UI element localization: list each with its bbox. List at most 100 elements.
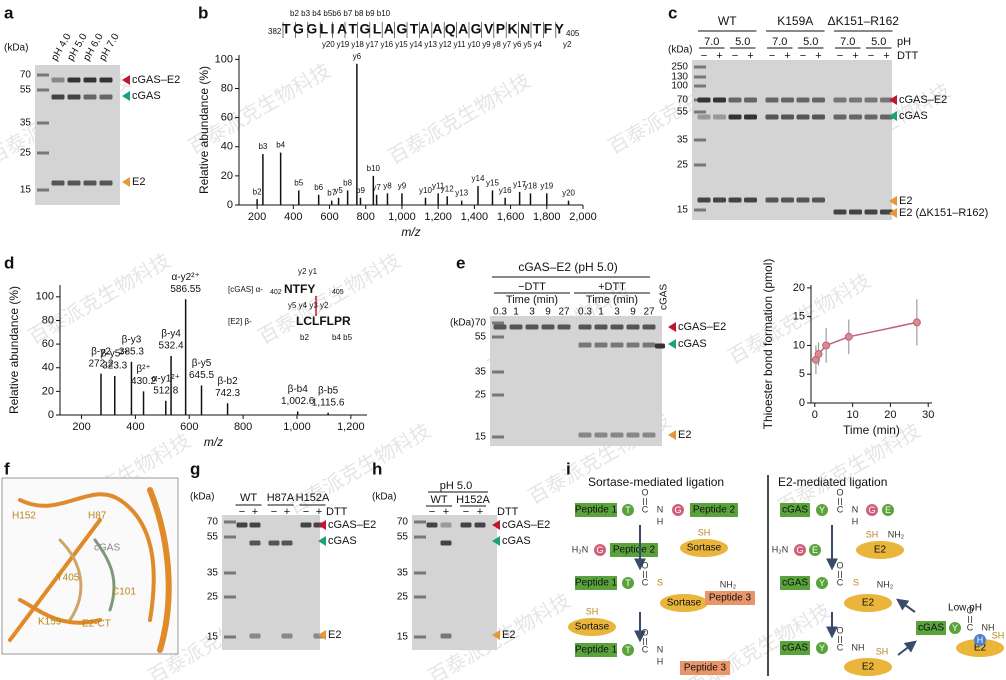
domain-box: [780, 503, 810, 517]
band: [493, 324, 507, 330]
peak-mz: 385.3: [119, 346, 144, 357]
band: [744, 197, 757, 203]
x-axis-label: m/z: [204, 435, 223, 449]
gel: [490, 316, 662, 446]
atom-label: N: [657, 504, 664, 514]
condition-label: +DTT: [598, 281, 626, 293]
marker-label: 15: [475, 432, 487, 443]
peak-mz: 1,002.6: [281, 396, 315, 407]
peak-label: β-y5²⁺: [101, 349, 129, 360]
band: [426, 522, 438, 528]
point: [912, 318, 921, 327]
peak-label: b2: [253, 187, 262, 196]
marker-label: 25: [20, 148, 32, 159]
panel-letter: c: [668, 3, 677, 22]
group-label: ΔK151–R162: [828, 14, 900, 28]
residue-letter: T: [625, 578, 631, 588]
band: [594, 432, 608, 438]
residue: [809, 544, 821, 556]
band-arrow: [668, 322, 676, 332]
ladder-band: [414, 595, 426, 599]
peak-label: y9: [398, 181, 407, 190]
marker-label: 55: [397, 532, 409, 543]
peak-label: β²⁺: [136, 364, 150, 375]
band: [765, 97, 779, 103]
ph-label: pH 5.0: [440, 480, 472, 492]
band: [541, 324, 555, 330]
peak-mz: 1,115.6: [312, 397, 345, 408]
band: [796, 97, 810, 103]
marker-label: 35: [207, 568, 219, 579]
residue-label: cGAS: [94, 543, 120, 554]
y-tick-label: 20: [793, 282, 805, 294]
ladder-band: [37, 188, 49, 192]
x-tick-label: 1,200: [337, 421, 365, 433]
kda-label: (kDa): [668, 45, 692, 56]
ladder-band: [492, 393, 504, 397]
domain-box: [705, 591, 755, 605]
band-label: cGAS–E2: [678, 321, 726, 333]
peak-label: y19: [540, 181, 553, 190]
band: [610, 432, 624, 438]
dtt-sign: +: [477, 506, 483, 518]
peak-label: b7: [327, 189, 336, 198]
band-arrow: [889, 196, 897, 206]
residue-label: C101: [112, 587, 136, 598]
ladder-band: [694, 65, 706, 69]
group-label: WT: [718, 14, 737, 28]
point: [814, 350, 823, 359]
atom-label: H: [852, 516, 859, 526]
peak-label: y11: [432, 181, 445, 190]
ladder-band: [414, 535, 426, 539]
band: [99, 94, 113, 100]
band: [51, 94, 65, 100]
band-label: E2: [132, 176, 145, 188]
x-tick-label: 1,200: [424, 211, 452, 223]
ladder-band: [694, 110, 706, 114]
atom-label: H: [657, 516, 664, 526]
peak-label: y8: [383, 181, 392, 190]
atom-label: O: [966, 605, 973, 615]
enzyme-label: E2: [874, 545, 887, 556]
marker-label: 70: [475, 318, 487, 329]
panel-letter: b: [198, 3, 208, 22]
domain-label: Peptide 2: [693, 505, 736, 516]
x-tick-label: 400: [126, 421, 144, 433]
band: [744, 114, 757, 120]
atom-label: S: [853, 577, 859, 587]
peak-label: β-b5: [318, 385, 339, 396]
band: [249, 633, 261, 639]
gel: [412, 515, 497, 650]
band: [557, 324, 571, 330]
residue-letter: H: [977, 635, 984, 645]
domain-label: cGAS: [918, 623, 944, 634]
domain-label: cGAS: [782, 578, 808, 589]
time-value: 9: [545, 307, 551, 318]
marker-label: 35: [397, 568, 409, 579]
band-label: cGAS: [502, 535, 531, 547]
band: [236, 522, 248, 528]
residue-number: 405: [332, 289, 344, 296]
band: [83, 94, 97, 100]
x-tick-label: 400: [284, 211, 302, 223]
band: [525, 324, 539, 330]
peak-label: y10: [419, 186, 432, 195]
marker-label: 55: [475, 332, 487, 343]
peak-label: α-y2²⁺: [172, 272, 200, 283]
band: [796, 114, 810, 120]
dtt-sign: −: [769, 50, 775, 62]
y-tick-label: 15: [793, 311, 805, 323]
enzyme: [568, 618, 616, 636]
atom-label: SH: [876, 646, 889, 656]
marker-label: 25: [207, 592, 219, 603]
band: [713, 114, 726, 120]
residue-letter: T: [625, 505, 631, 515]
marker-label: 15: [677, 205, 689, 216]
group-label: H87A: [267, 492, 295, 504]
dtt-sign: +: [852, 50, 858, 62]
group-label: H152A: [296, 492, 330, 504]
dtt-sign: +: [316, 506, 322, 518]
band-label: E2: [678, 429, 691, 441]
residue-label: H152: [12, 511, 36, 522]
atom-label: C: [642, 644, 649, 654]
